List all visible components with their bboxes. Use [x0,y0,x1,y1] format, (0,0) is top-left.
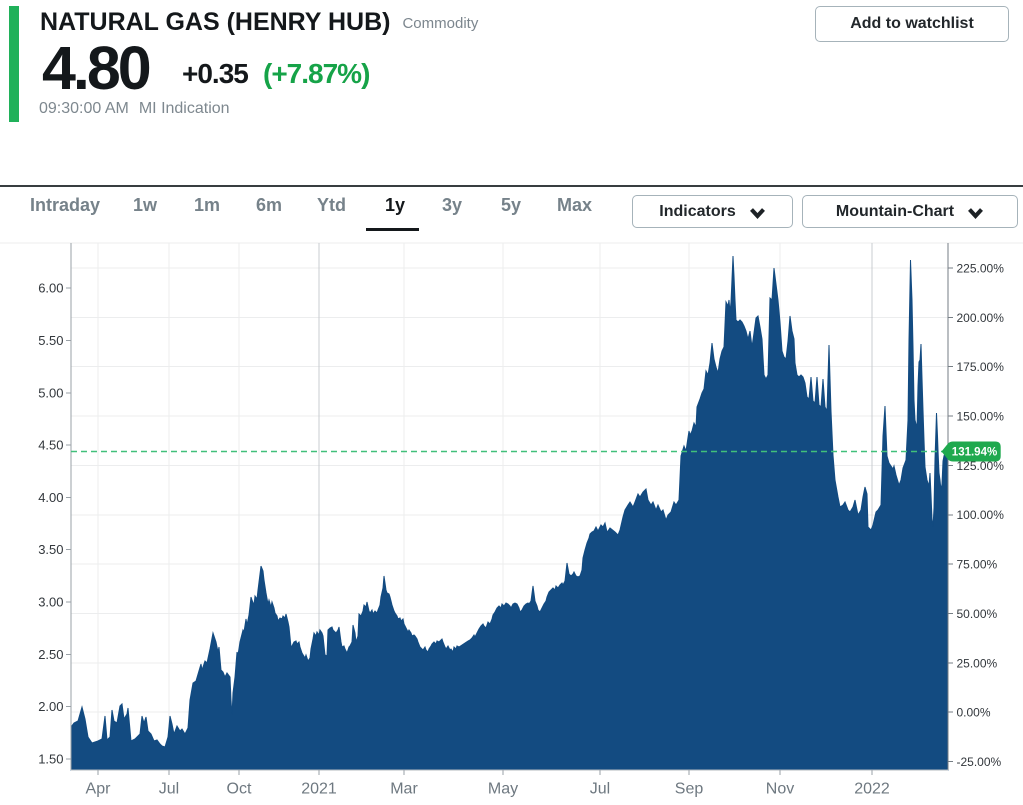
svg-text:May: May [488,781,518,798]
svg-text:125.00%: 125.00% [957,459,1005,473]
svg-text:4.00: 4.00 [38,490,63,505]
svg-text:0.00%: 0.00% [957,706,991,720]
svg-text:5.50: 5.50 [38,333,63,348]
svg-text:-25.00%: -25.00% [957,755,1002,769]
svg-text:175.00%: 175.00% [957,360,1005,374]
svg-text:131.94%: 131.94% [952,447,997,459]
svg-text:Sep: Sep [675,781,704,798]
svg-text:Oct: Oct [227,781,252,798]
svg-text:150.00%: 150.00% [957,410,1005,424]
svg-text:5.00: 5.00 [38,385,63,400]
svg-text:25.00%: 25.00% [957,656,998,670]
svg-text:1.50: 1.50 [38,751,63,766]
svg-text:6.00: 6.00 [38,281,63,296]
svg-text:2022: 2022 [854,781,890,798]
svg-text:2.00: 2.00 [38,699,63,714]
svg-text:2021: 2021 [301,781,337,798]
svg-text:200.00%: 200.00% [957,311,1005,325]
svg-text:3.50: 3.50 [38,542,63,557]
svg-text:Mar: Mar [390,781,418,798]
svg-text:225.00%: 225.00% [957,262,1005,276]
svg-text:2.50: 2.50 [38,647,63,662]
svg-text:100.00%: 100.00% [957,508,1005,522]
svg-text:3.00: 3.00 [38,595,63,610]
svg-text:50.00%: 50.00% [957,607,998,621]
svg-text:Jul: Jul [159,781,179,798]
svg-text:Apr: Apr [86,781,112,798]
svg-text:Nov: Nov [766,781,794,798]
svg-text:Jul: Jul [590,781,610,798]
svg-text:4.50: 4.50 [38,438,63,453]
svg-text:75.00%: 75.00% [957,558,998,572]
